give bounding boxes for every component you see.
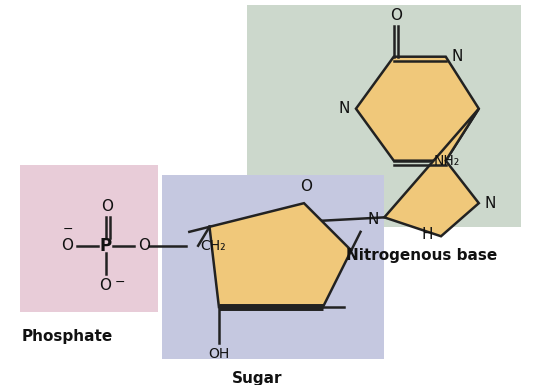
Polygon shape [209,203,351,307]
Text: Nitrogenous base: Nitrogenous base [346,248,498,263]
Bar [20,166,158,312]
Text: O: O [390,8,402,23]
Text: CH₂: CH₂ [200,239,225,253]
Text: −: − [63,223,73,236]
Text: O: O [138,238,150,253]
Bar [162,175,384,359]
Text: P: P [100,237,111,255]
Polygon shape [384,109,479,236]
Polygon shape [356,57,479,161]
Text: N: N [451,49,463,64]
Text: O: O [300,179,312,194]
Text: H: H [422,227,434,242]
Text: Phosphate: Phosphate [22,329,114,344]
Text: NH₂: NH₂ [434,154,459,167]
Text: Sugar: Sugar [231,372,282,385]
Text: O: O [100,278,111,293]
Text: N: N [367,212,379,227]
Bar [247,5,521,227]
Text: −: − [115,276,125,289]
Text: O: O [61,238,73,253]
Text: N: N [339,101,350,116]
Text: N: N [485,196,496,211]
Text: O: O [102,199,114,214]
Text: OH: OH [208,347,230,361]
